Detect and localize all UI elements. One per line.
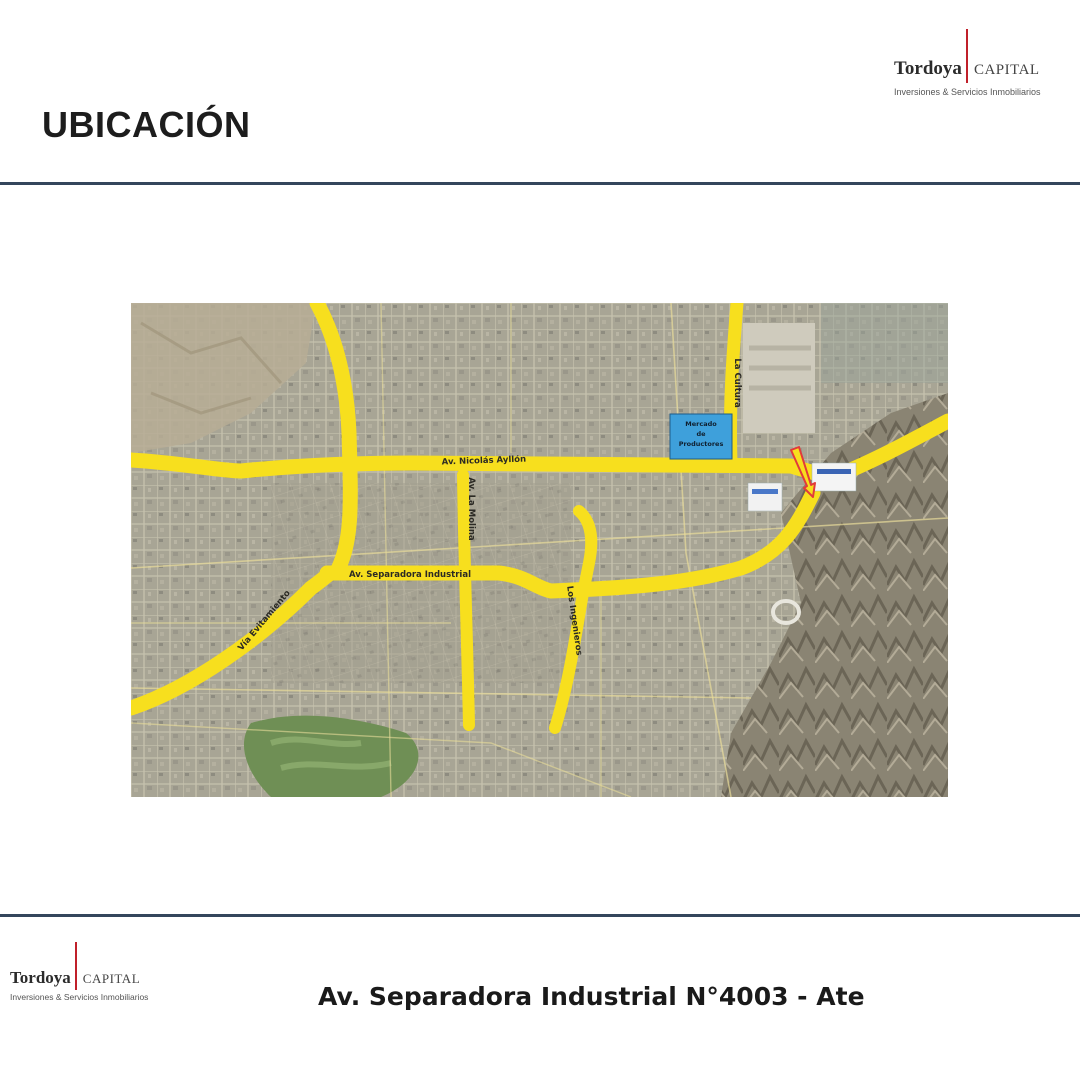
- map-desert-nw-detail: [140, 321, 283, 415]
- label-la-molina: Av. La Molina: [466, 477, 476, 541]
- map-hills: [721, 393, 948, 797]
- road-nicolas-ayllon: [131, 413, 948, 486]
- label-separadora-industrial: Av. Separadora Industrial: [349, 570, 471, 580]
- page-title: UBICACIÓN: [42, 104, 251, 145]
- stadium: [771, 599, 801, 625]
- footer-logo: Tordoya CAPITAL Inversiones & Servicios I…: [10, 942, 149, 1002]
- mercado-label-line: Productores: [679, 440, 724, 448]
- map-desert-nw: [131, 303, 316, 453]
- logo-name: Tordoya: [894, 58, 962, 80]
- store-sign: [747, 482, 783, 512]
- map-industrial-lot: [743, 323, 815, 433]
- minor-road: [380, 303, 392, 797]
- header-divider: [0, 182, 1080, 185]
- road-la-molina: [457, 469, 475, 731]
- logo-divider: [74, 942, 77, 990]
- map-golf-fairways: [270, 736, 392, 771]
- store-sign-blue-mark: [817, 469, 851, 474]
- road-los-ingenieros: [549, 505, 598, 734]
- minor-road: [131, 517, 948, 569]
- logo-tagline: Inversiones & Servicios Inmobiliarios: [10, 992, 149, 1002]
- minor-road: [131, 722, 632, 797]
- property-address: Av. Separadora Industrial N°4003 - Ate: [318, 982, 865, 1011]
- road-western-avenue: [309, 303, 358, 581]
- minor-road: [670, 303, 732, 797]
- label-nicolas-ayllon: Av. Nicolás Ayllón: [442, 454, 527, 468]
- store-sign: [811, 462, 857, 492]
- minor-road: [131, 687, 752, 699]
- road-separadora-industrial: [319, 485, 821, 599]
- logo-capital: CAPITAL: [973, 62, 1040, 79]
- label-la-cultura: La Cultura: [732, 358, 742, 408]
- map-industrial-lot-rows: [749, 345, 811, 391]
- mercado-de-productores-box: [669, 413, 733, 460]
- header-logo: Tordoya CAPITAL Inversiones & Servicios I…: [894, 29, 1041, 97]
- road-via-evitamiento: [131, 565, 339, 716]
- logo-tagline: Inversiones & Servicios Inmobiliarios: [894, 87, 1041, 97]
- mercado-label-line: Mercado: [685, 420, 717, 428]
- location-map: Av. Nicolás Ayllón Av. La Molina La Cult…: [131, 303, 948, 797]
- footer-divider: [0, 914, 1080, 917]
- mercado-label-line: de: [696, 430, 706, 438]
- location-marker-arrow: [790, 446, 816, 498]
- map-district-ne: [821, 303, 948, 383]
- logo-capital: CAPITAL: [82, 971, 141, 987]
- logo-divider: [965, 29, 968, 83]
- logo-name: Tordoya: [10, 968, 71, 988]
- store-sign-blue-mark: [752, 489, 778, 494]
